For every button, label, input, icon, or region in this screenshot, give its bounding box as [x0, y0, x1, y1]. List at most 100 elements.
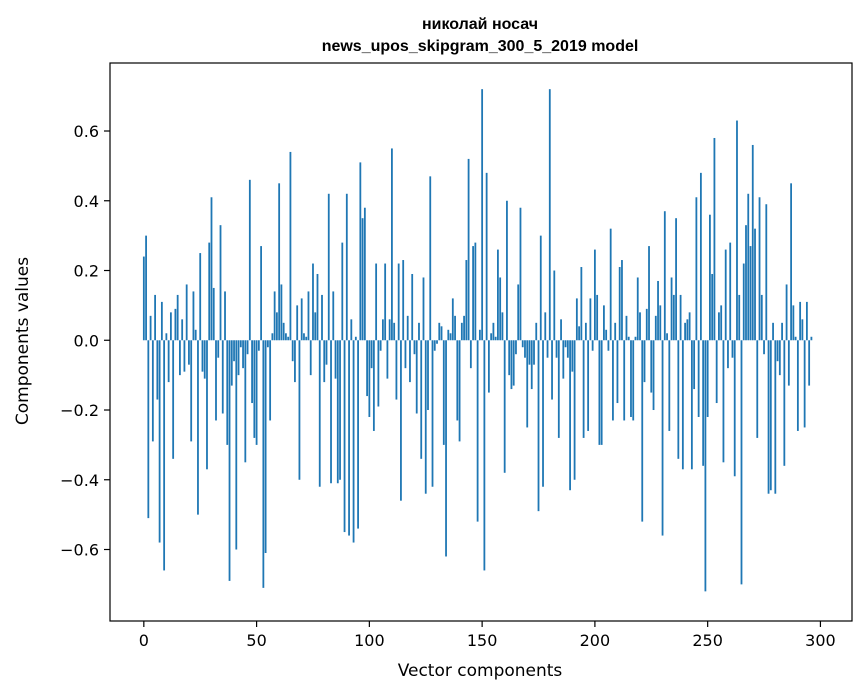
bar-174 [535, 322, 538, 341]
bar-288 [792, 305, 795, 341]
bar-258 [724, 249, 727, 341]
bar-160 [503, 340, 506, 473]
bar-85 [334, 340, 337, 379]
bar-19 [185, 284, 188, 341]
bar-175 [537, 340, 540, 512]
bar-9 [163, 340, 166, 571]
bar-254 [715, 340, 718, 404]
bar-259 [727, 340, 729, 369]
bar-240 [684, 322, 686, 341]
bar-260 [729, 242, 732, 341]
bar-125 [424, 340, 427, 494]
bar-229 [659, 305, 662, 341]
bar-7 [158, 340, 161, 543]
bar-103 [375, 263, 378, 341]
bar-88 [341, 242, 344, 341]
bar-170 [526, 340, 529, 428]
bar-25 [199, 253, 202, 341]
bar-132 [440, 326, 443, 341]
bar-127 [429, 176, 432, 341]
bar-28 [206, 340, 208, 470]
bar-244 [693, 340, 696, 390]
bar-287 [790, 183, 792, 341]
bar-178 [544, 312, 547, 341]
bar-81 [325, 340, 328, 365]
bar-144 [467, 158, 470, 341]
bar-234 [670, 277, 673, 341]
bar-199 [591, 340, 594, 351]
bar-212 [621, 260, 623, 341]
bar-108 [386, 340, 389, 379]
bar-156 [494, 336, 497, 341]
bar-196 [584, 322, 587, 341]
bar-83 [330, 340, 332, 484]
bar-30 [210, 197, 213, 341]
bar-283 [781, 322, 783, 341]
bar-280 [774, 340, 777, 494]
bar-95 [357, 340, 359, 529]
bar-236 [675, 218, 677, 341]
bar-106 [381, 319, 384, 341]
bar-23 [194, 329, 197, 341]
bar-185 [560, 319, 562, 341]
bar-133 [442, 340, 445, 445]
bar-179 [546, 340, 549, 358]
bar-161 [506, 200, 508, 341]
bar-154 [490, 333, 493, 341]
bar-131 [438, 322, 441, 341]
bar-122 [418, 322, 420, 341]
bar-27 [203, 340, 206, 379]
bar-138 [454, 315, 456, 341]
bar-282 [778, 340, 781, 376]
bar-213 [623, 340, 626, 421]
chart-title-line2: news_upos_skipgram_300_5_2019 model [322, 38, 639, 55]
bar-173 [533, 340, 535, 365]
y-axis: −0.6 −0.4 −0.2 0.0 0.2 0.4 0.6 [60, 122, 110, 560]
bar-222 [643, 340, 646, 383]
bar-77 [316, 273, 319, 341]
bar-141 [460, 322, 463, 341]
bar-250 [706, 340, 709, 417]
bar-49 [253, 340, 256, 438]
bar-73 [307, 291, 310, 341]
bar-235 [672, 294, 675, 341]
bar-94 [354, 336, 357, 341]
bar-248 [702, 340, 705, 466]
bar-115 [402, 260, 405, 341]
x-axis: 0 50 100 150 200 250 300 [139, 621, 836, 650]
bar-289 [794, 336, 797, 341]
bar-46 [246, 340, 249, 355]
bar-97 [361, 218, 364, 341]
bar-238 [679, 294, 682, 341]
bar-237 [677, 340, 680, 459]
bar-192 [575, 298, 578, 341]
bar-210 [616, 340, 619, 404]
bar-187 [564, 340, 567, 348]
bar-265 [740, 340, 743, 585]
bar-198 [589, 298, 592, 341]
bar-110 [391, 148, 393, 341]
y-tick-label: −0.4 [60, 471, 99, 490]
bar-84 [332, 291, 335, 341]
bar-70 [300, 298, 303, 341]
bar-75 [312, 263, 314, 341]
bar-227 [654, 315, 657, 341]
bar-252 [711, 273, 714, 341]
bar-100 [368, 340, 371, 417]
y-tick-label: −0.2 [60, 401, 99, 420]
bar-109 [388, 319, 391, 341]
bar-48 [251, 340, 253, 404]
bar-189 [569, 340, 571, 491]
bar-31 [212, 287, 215, 341]
bar-171 [528, 340, 531, 365]
y-tick-label: 0.6 [74, 122, 99, 141]
bar-10 [165, 333, 168, 341]
bar-62 [282, 322, 285, 341]
bar-233 [668, 340, 671, 431]
bar-32 [215, 340, 217, 421]
x-tick-label: 100 [354, 631, 385, 650]
bar-128 [431, 340, 434, 487]
bar-87 [339, 340, 341, 480]
bar-241 [686, 319, 689, 341]
bar-205 [605, 329, 608, 341]
